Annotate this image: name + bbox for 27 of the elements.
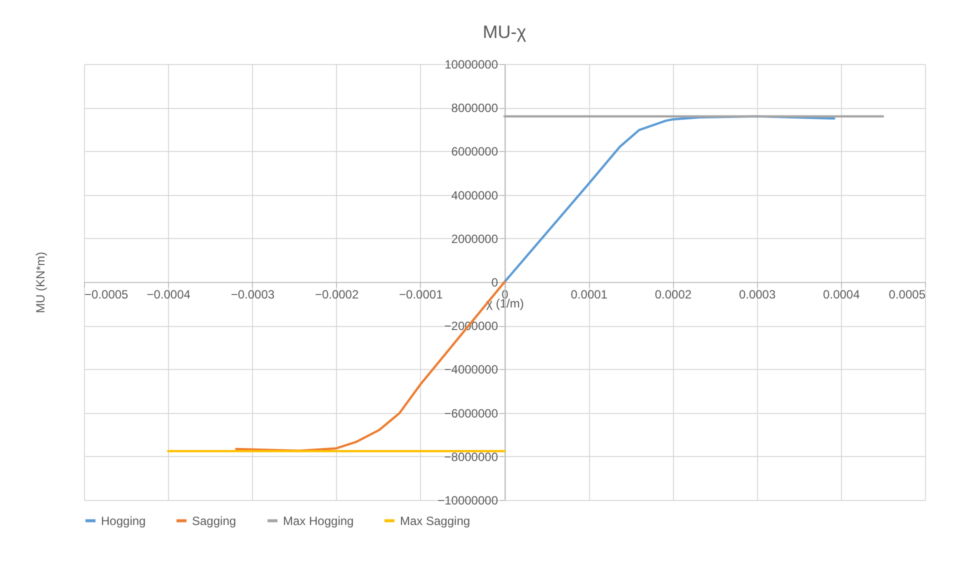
line-series <box>503 115 836 284</box>
x-tick-label: 0.0004 <box>823 288 860 302</box>
x-tick-label: −0.0001 <box>399 288 444 302</box>
x-tick-label: −0.0004 <box>146 288 191 302</box>
x-tick-label: 0.0002 <box>654 288 692 302</box>
x-tick-label: 0.0005 <box>888 288 926 302</box>
y-tick-label: −6000000 <box>444 406 498 420</box>
y-tick-label: 4000000 <box>451 188 498 202</box>
y-tick-label: 2000000 <box>451 232 498 246</box>
legend-label: Max Sagging <box>400 514 470 528</box>
x-tick-label: 0.0001 <box>570 288 608 302</box>
x-tick-label: −0.0005 <box>84 288 129 302</box>
x-tick-label: −0.0002 <box>314 288 359 302</box>
legend-label: Hogging <box>101 514 146 528</box>
y-tick-label: 10000000 <box>444 58 498 72</box>
y-tick-label: 0 <box>491 276 498 290</box>
y-tick-label: −4000000 <box>444 362 498 377</box>
y-tick-label: −10000000 <box>438 494 498 508</box>
legend-label: Max Hogging <box>283 514 354 528</box>
y-tick-label: 8000000 <box>451 101 498 116</box>
legend-label: Sagging <box>192 514 236 528</box>
y-tick-label: 6000000 <box>451 144 498 159</box>
chart-title: MU-χ <box>482 22 527 42</box>
y-tick-label: −8000000 <box>444 450 498 464</box>
x-tick-label: 0.0003 <box>738 288 776 302</box>
y-axis-title: MU (KN*m) <box>34 252 48 314</box>
x-tick-label: −0.0003 <box>230 288 275 302</box>
